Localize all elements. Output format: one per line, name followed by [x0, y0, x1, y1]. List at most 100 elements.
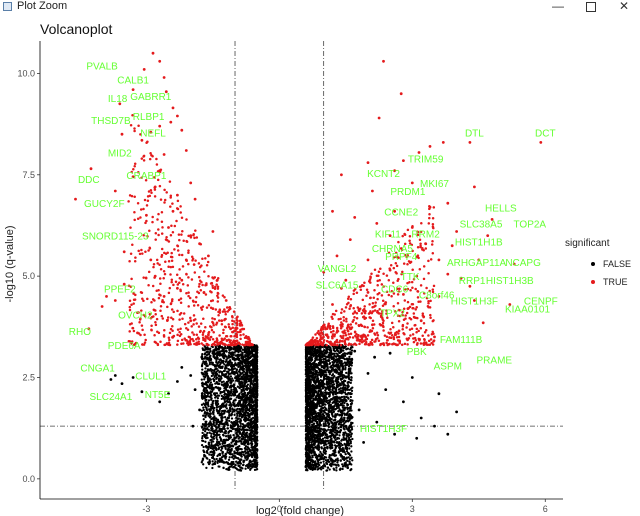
point-false — [228, 446, 231, 449]
point-false — [350, 433, 353, 436]
point-false — [210, 434, 213, 438]
point-false — [238, 368, 241, 372]
point-false — [218, 465, 221, 468]
point-false — [232, 385, 236, 389]
point-false — [205, 423, 208, 426]
point-false — [236, 456, 240, 460]
window-titlebar: Plot Zoom — ✕ — [0, 0, 640, 14]
maximize-button[interactable] — [581, 0, 601, 13]
point-false — [323, 374, 326, 377]
point-false — [213, 392, 217, 395]
point-false — [230, 380, 233, 383]
point-false — [218, 408, 222, 411]
point-false — [251, 430, 255, 433]
point-false — [246, 450, 250, 453]
close-button[interactable]: ✕ — [618, 0, 630, 13]
point-false — [241, 368, 244, 372]
point-false — [224, 430, 228, 433]
point-false — [240, 451, 243, 455]
point-false — [202, 445, 205, 449]
point-false — [317, 423, 320, 426]
point-false — [237, 425, 240, 429]
point-false — [350, 409, 353, 412]
point-false — [248, 429, 251, 432]
point-false — [335, 381, 339, 384]
point-false — [242, 426, 245, 429]
point-false — [349, 353, 352, 356]
point-false — [318, 430, 322, 433]
point-false — [230, 429, 233, 433]
point-false — [319, 411, 322, 414]
point-false — [321, 366, 325, 369]
point-false — [349, 381, 352, 385]
point-false — [311, 368, 315, 372]
point-false — [241, 375, 244, 379]
point-false — [218, 428, 221, 431]
point-false — [255, 376, 258, 379]
point-false — [203, 378, 206, 381]
point-false — [255, 362, 259, 365]
point-false — [225, 403, 228, 406]
point-false — [239, 346, 243, 349]
point-false — [217, 453, 220, 456]
point-false — [219, 439, 223, 442]
point-false — [342, 367, 345, 370]
minimize-button[interactable]: — — [552, 0, 564, 13]
point-false — [350, 463, 353, 466]
point-false — [226, 381, 229, 385]
point-false — [216, 369, 219, 372]
point-false — [228, 436, 232, 439]
point-false — [242, 463, 245, 466]
point-false — [254, 442, 257, 445]
point-false — [211, 436, 215, 439]
point-false — [336, 461, 339, 464]
point-false — [307, 458, 310, 461]
point-false — [213, 393, 217, 397]
point-false — [331, 444, 334, 447]
point-false — [221, 366, 224, 370]
point-false — [209, 381, 213, 384]
point-false — [254, 403, 257, 406]
point-false — [240, 416, 244, 419]
point-false — [332, 362, 335, 366]
point-false — [215, 440, 219, 444]
point-false — [228, 403, 231, 407]
point-false — [206, 457, 209, 460]
point-false — [255, 432, 258, 435]
point-false — [214, 419, 217, 422]
point-false — [210, 432, 213, 435]
point-false — [218, 364, 221, 368]
point-false — [251, 391, 255, 394]
point-false — [255, 346, 259, 349]
point-false — [243, 424, 247, 428]
point-false — [224, 452, 227, 456]
point-false — [201, 368, 204, 371]
point-false — [327, 416, 330, 419]
point-false — [227, 376, 230, 380]
point-false — [209, 396, 212, 399]
point-false — [229, 375, 233, 378]
point-false — [215, 359, 218, 363]
point-false — [335, 363, 338, 366]
point-false — [201, 384, 204, 387]
point-false — [238, 431, 241, 435]
point-false — [324, 450, 328, 453]
point-false — [322, 403, 325, 406]
point-false — [215, 392, 219, 395]
point-false — [315, 346, 318, 349]
point-false — [249, 362, 252, 366]
point-false — [339, 351, 342, 354]
point-false — [234, 363, 237, 366]
point-false — [322, 460, 325, 463]
point-false — [324, 357, 327, 360]
point-false — [325, 365, 328, 368]
point-false — [234, 421, 237, 425]
point-false — [304, 365, 308, 368]
point-false — [211, 411, 215, 414]
point-false — [341, 390, 345, 393]
point-false — [253, 429, 257, 433]
point-false — [242, 408, 245, 411]
point-false — [222, 348, 225, 351]
point-false — [245, 365, 248, 369]
point-false — [223, 354, 227, 357]
